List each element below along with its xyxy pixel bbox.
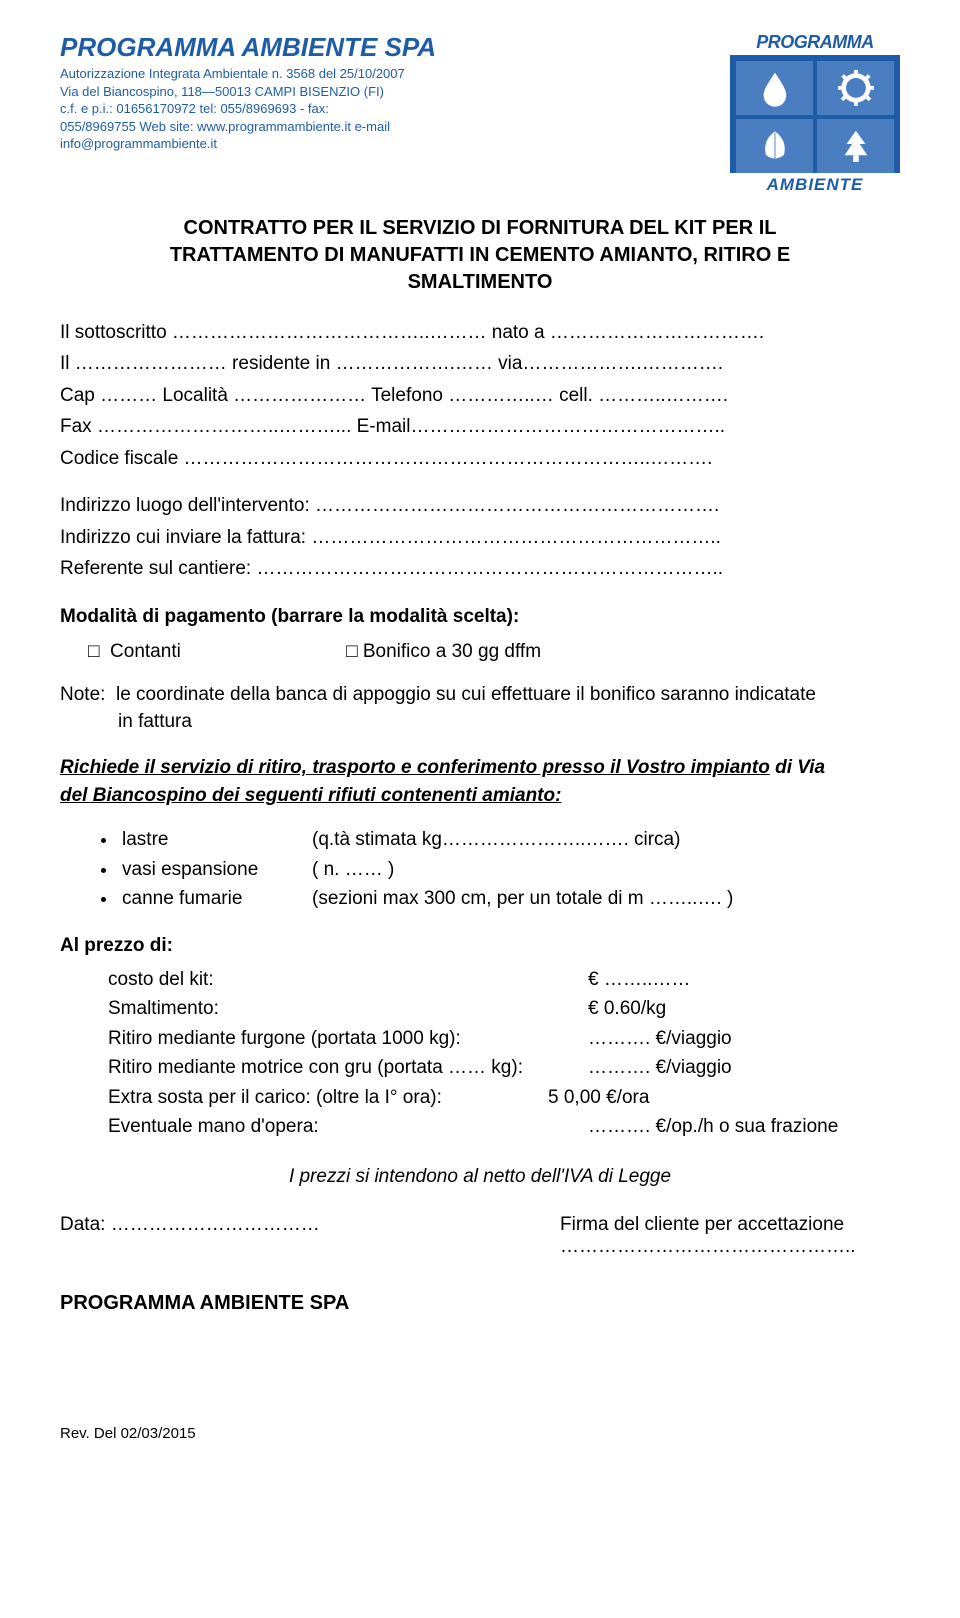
price-value: 5 0,00 €/ora xyxy=(548,1083,649,1112)
signature-block: Firma del cliente per accettazione ……………… xyxy=(560,1214,900,1258)
header-text-block: PROGRAMMA AMBIENTE SPA Autorizzazione In… xyxy=(60,32,710,153)
form-line-sottoscritto: Il sottoscritto …………………………………..……… nato … xyxy=(60,318,900,347)
payment-opt-bonifico: Bonifico a 30 gg dffm xyxy=(363,641,541,662)
note-text-2: in fattura xyxy=(60,708,900,736)
price-label: Extra sosta per il carico: (oltre la I° … xyxy=(108,1083,548,1112)
contract-title: CONTRATTO PER IL SERVIZIO DI FORNITURA D… xyxy=(60,215,900,296)
note-text-1: le coordinate della banca di appoggio su… xyxy=(116,684,816,705)
note-block: Note: le coordinate della banca di appog… xyxy=(60,681,900,736)
price-value: ………. €/op./h o sua frazione xyxy=(588,1112,838,1141)
price-label: Ritiro mediante furgone (portata 1000 kg… xyxy=(108,1024,588,1053)
signature-line: ……………………………………….. xyxy=(560,1236,900,1258)
item-label: lastre xyxy=(122,825,312,854)
price-value: € ……..…… xyxy=(588,965,690,994)
price-row-smaltimento: Smaltimento: € 0.60/kg xyxy=(108,994,900,1023)
header-line-5: info@programmambiente.it xyxy=(60,135,710,153)
service-request-line2: del Biancospino dei seguenti rifiuti con… xyxy=(60,785,561,806)
logo-drop-icon xyxy=(736,61,813,115)
signature-label: Firma del cliente per accettazione xyxy=(560,1214,900,1236)
payment-options: □ Contanti □ Bonifico a 30 gg dffm xyxy=(88,641,900,663)
service-request-block: Richiede il servizio di ritiro, trasport… xyxy=(60,754,900,809)
form-line-residente: Il …………………… residente in ……………….…… via……… xyxy=(60,349,900,378)
payment-opt-contanti: Contanti xyxy=(110,641,181,662)
date-line: Data: …………………………… xyxy=(60,1214,320,1258)
header-line-2: Via del Biancospino, 118—50013 CAMPI BIS… xyxy=(60,83,710,101)
company-logo: PROGRAMMA AMBIENTE xyxy=(730,32,900,195)
logo-tree-icon xyxy=(817,119,894,173)
service-request-line1b: di Via xyxy=(770,757,825,778)
logo-leaf-icon xyxy=(736,119,813,173)
title-line-1: CONTRATTO PER IL SERVIZIO DI FORNITURA D… xyxy=(60,215,900,242)
document-body: CONTRATTO PER IL SERVIZIO DI FORNITURA D… xyxy=(60,215,900,1442)
item-lastre: lastre(q.tà stimata kg…………………..……. circa… xyxy=(118,825,900,854)
form-line-indirizzo-fattura: Indirizzo cui inviare la fattura: ………………… xyxy=(60,523,900,552)
price-row-furgone: Ritiro mediante furgone (portata 1000 kg… xyxy=(108,1024,900,1053)
price-value: € 0.60/kg xyxy=(588,994,666,1023)
price-label: costo del kit: xyxy=(108,965,588,994)
item-vasi: vasi espansione( n. …… ) xyxy=(118,855,900,884)
signature-row: Data: …………………………… Firma del cliente per … xyxy=(60,1214,900,1258)
checkbox-icon[interactable]: □ xyxy=(346,641,357,662)
payment-block: Modalità di pagamento (barrare la modali… xyxy=(60,602,900,663)
price-row-manodopera: Eventuale mano d'opera: ………. €/op./h o s… xyxy=(108,1112,900,1141)
company-name: PROGRAMMA AMBIENTE SPA xyxy=(60,32,710,63)
header-line-1: Autorizzazione Integrata Ambientale n. 3… xyxy=(60,65,710,83)
note-label: Note: xyxy=(60,684,105,705)
title-line-2: TRATTAMENTO DI MANUFATTI IN CEMENTO AMIA… xyxy=(60,242,900,269)
footer-company-name: PROGRAMMA AMBIENTE SPA xyxy=(60,1292,900,1315)
item-spec: (sezioni max 300 cm, per un totale di m … xyxy=(312,884,733,913)
item-canne: canne fumarie(sezioni max 300 cm, per un… xyxy=(118,884,900,913)
form-line-cap: Cap ……… Località ………………… Telefono …………..… xyxy=(60,381,900,410)
title-line-3: SMALTIMENTO xyxy=(60,269,900,296)
address-block: Indirizzo luogo dell'intervento: …………………… xyxy=(60,491,900,583)
form-line-cf: Codice fiscale ……………………………………………………………….… xyxy=(60,444,900,473)
price-value: ………. €/viaggio xyxy=(588,1053,732,1082)
price-label: Smaltimento: xyxy=(108,994,588,1023)
price-value: ………. €/viaggio xyxy=(588,1024,732,1053)
form-line-indirizzo-intervento: Indirizzo luogo dell'intervento: …………………… xyxy=(60,491,900,520)
price-row-kit: costo del kit: € ……..…… xyxy=(108,965,900,994)
logo-graphic xyxy=(730,55,900,173)
logo-text-bottom: AMBIENTE xyxy=(730,175,900,195)
price-list: costo del kit: € ……..…… Smaltimento: € 0… xyxy=(60,965,900,1142)
item-spec: (q.tà stimata kg…………………..……. circa) xyxy=(312,825,680,854)
document-header: PROGRAMMA AMBIENTE SPA Autorizzazione In… xyxy=(60,32,900,195)
item-label: vasi espansione xyxy=(122,855,312,884)
header-line-3: c.f. e p.i.: 01656170972 tel: 055/896969… xyxy=(60,100,710,118)
logo-gear-icon xyxy=(817,61,894,115)
checkbox-icon[interactable]: □ xyxy=(88,641,99,662)
header-line-4: 055/8969755 Web site: www.programmambien… xyxy=(60,118,710,136)
price-row-motrice: Ritiro mediante motrice con gru (portata… xyxy=(108,1053,900,1082)
item-label: canne fumarie xyxy=(122,884,312,913)
form-line-referente: Referente sul cantiere: …………………………………………… xyxy=(60,554,900,583)
price-label: Ritiro mediante motrice con gru (portata… xyxy=(108,1053,588,1082)
form-line-fax: Fax ………………………..………... E-mail………………………………… xyxy=(60,412,900,441)
payment-title: Modalità di pagamento (barrare la modali… xyxy=(60,602,900,631)
revision-note: Rev. Del 02/03/2015 xyxy=(60,1425,900,1442)
service-request-line1a: Richiede il servizio di ritiro, trasport… xyxy=(60,757,770,778)
logo-text-top: PROGRAMMA xyxy=(730,32,900,53)
price-label: Eventuale mano d'opera: xyxy=(108,1112,588,1141)
price-title: Al prezzo di: xyxy=(60,931,900,960)
price-row-sosta: Extra sosta per il carico: (oltre la I° … xyxy=(108,1083,900,1112)
waste-items-list: lastre(q.tà stimata kg…………………..……. circa… xyxy=(60,825,900,913)
item-spec: ( n. …… ) xyxy=(312,855,394,884)
iva-note: I prezzi si intendono al netto dell'IVA … xyxy=(60,1166,900,1188)
